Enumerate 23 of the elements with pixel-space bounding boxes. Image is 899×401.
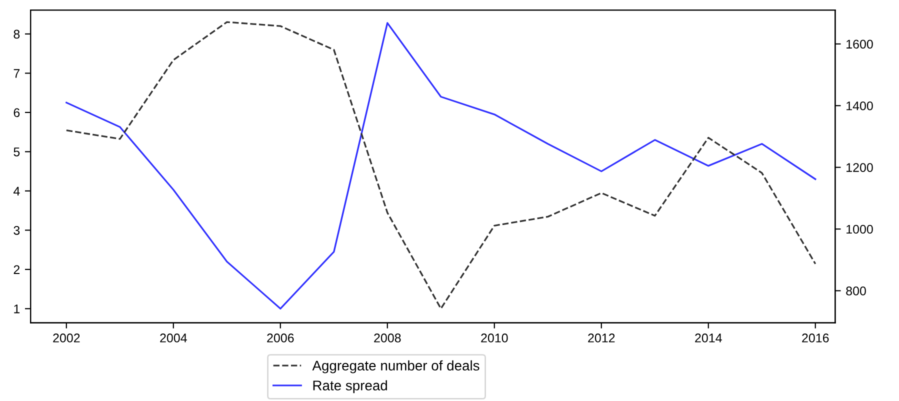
y-tick-label: 4 — [13, 186, 20, 196]
y-tick-label: 5 — [14, 148, 20, 156]
x-tick-label: 2014 — [695, 334, 722, 342]
y-tick-label: 1 — [14, 304, 20, 314]
legend-label: Rate spread — [313, 380, 387, 394]
x-tick-label: 2004 — [160, 334, 187, 342]
y2-tick-label: 1400 — [846, 101, 873, 110]
y-tick-label: 6 — [14, 108, 20, 118]
y-tick-label: 3 — [14, 226, 20, 235]
y2-tick-label: 800 — [846, 286, 866, 296]
x-tick-label: 2016 — [802, 334, 829, 342]
y-tick-label: 7 — [14, 69, 20, 78]
y2-tick-label: 1600 — [846, 40, 873, 49]
y-tick-label: 2 — [14, 265, 20, 274]
y2-tick-label: 1000 — [846, 224, 873, 234]
x-tick-label: 2008 — [374, 334, 401, 342]
x-tick-label: 2012 — [588, 334, 615, 342]
legend-label: Aggregate number of deals — [312, 360, 480, 374]
y2-tick-label: 1200 — [846, 163, 873, 172]
y-tick-label: 8 — [14, 30, 20, 39]
x-tick-label: 2006 — [267, 334, 294, 342]
x-tick-label: 2002 — [53, 334, 80, 342]
x-tick-label: 2010 — [481, 334, 508, 342]
